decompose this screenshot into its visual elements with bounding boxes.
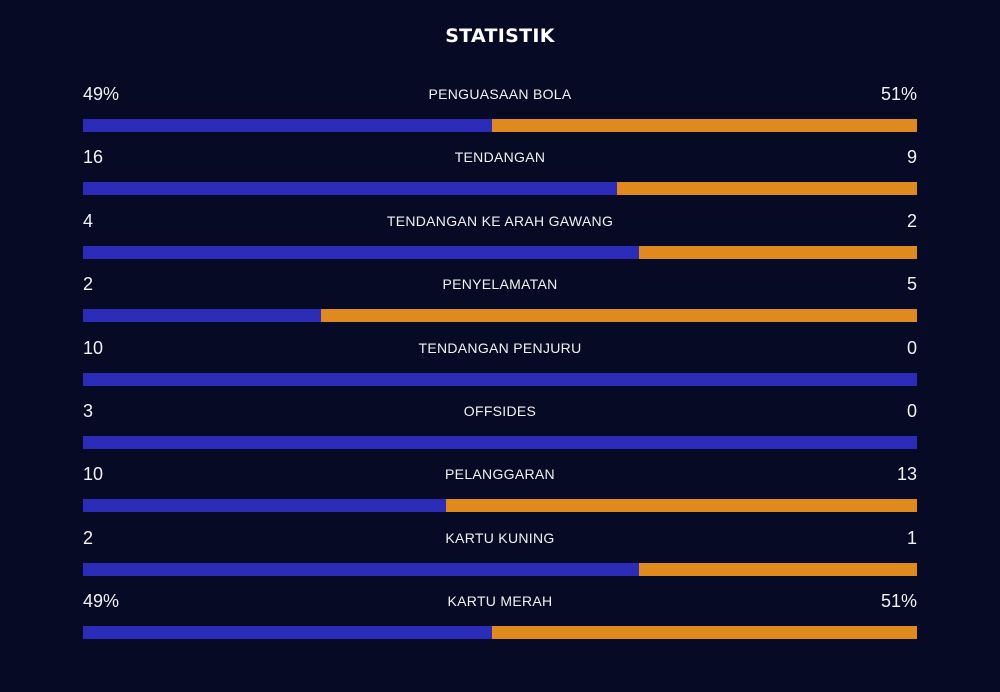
comparison-bar (83, 309, 917, 323)
home-bar (83, 119, 492, 132)
home-value: 10 (83, 337, 104, 358)
stat-label: OFFSIDES (463, 402, 537, 419)
stat-row-kartu-kuning: 2 KARTU KUNING 1 (83, 523, 917, 586)
stat-label: KARTU MERAH (447, 593, 553, 610)
away-value: 2 (906, 210, 917, 231)
away-value: 1 (906, 527, 917, 548)
stat-row-tendangan-ke-arah-gawang: 4 TENDANGAN KE ARAH GAWANG 2 (83, 206, 917, 269)
away-bar (321, 309, 917, 323)
comparison-bar (83, 626, 917, 640)
home-bar (83, 499, 446, 513)
comparison-bar (83, 435, 917, 449)
comparison-bar (83, 562, 917, 576)
away-value: 9 (906, 147, 917, 168)
away-bar (639, 562, 917, 576)
away-value: 5 (906, 274, 917, 295)
home-bar (83, 182, 617, 196)
home-bar (83, 562, 640, 576)
stat-label: PENYELAMATAN (442, 276, 558, 293)
comparison-bar (83, 182, 917, 196)
away-bar (491, 119, 917, 132)
away-bar (491, 626, 917, 640)
home-bar (83, 435, 917, 449)
home-bar (83, 626, 492, 640)
away-bar (616, 182, 917, 196)
stat-label: TENDANGAN (454, 149, 546, 166)
home-value: 4 (83, 210, 94, 231)
home-value: 16 (83, 147, 104, 168)
away-bar (445, 499, 917, 513)
home-value: 2 (83, 274, 94, 295)
home-value: 10 (83, 464, 104, 485)
stat-label: PENGUASAAN BOLA (428, 86, 572, 102)
stat-label: KARTU KUNING (445, 529, 555, 546)
stat-label: TENDANGAN KE ARAH GAWANG (386, 212, 614, 229)
page-title: STATISTIK (445, 25, 555, 47)
stats-list: 49% PENGUASAAN BOLA 51% 16 TENDANGAN 9 4… (83, 79, 917, 650)
away-bar (639, 245, 917, 259)
comparison-bar (83, 499, 917, 513)
stat-row-tendangan-penjuru: 10 TENDANGAN PENJURU 0 (83, 333, 917, 396)
stat-row-kartu-merah: 49% KARTU MERAH 51% (83, 586, 917, 649)
away-value: 51% (880, 84, 917, 104)
away-value: 51% (880, 591, 917, 612)
stat-row-penyelamatan: 2 PENYELAMATAN 5 (83, 269, 917, 332)
home-value: 2 (83, 527, 94, 548)
comparison-bar (83, 119, 917, 132)
away-value: 13 (896, 464, 917, 485)
comparison-bar (83, 245, 917, 259)
away-value: 0 (906, 337, 917, 358)
stat-label: TENDANGAN PENJURU (418, 339, 582, 356)
home-bar (83, 309, 322, 323)
home-value: 49% (83, 591, 120, 612)
stat-row-pelanggaran: 10 PELANGGARAN 13 (83, 459, 917, 522)
home-value: 49% (83, 84, 120, 104)
home-bar (83, 245, 640, 259)
stat-label: PELANGGARAN (445, 466, 555, 483)
stat-row-offsides: 3 OFFSIDES 0 (83, 396, 917, 459)
home-bar (83, 372, 917, 386)
stat-row-penguasaan-bola: 49% PENGUASAAN BOLA 51% (83, 79, 917, 142)
stat-row-tendangan: 16 TENDANGAN 9 (83, 142, 917, 205)
comparison-bar (83, 372, 917, 386)
home-value: 3 (83, 400, 94, 421)
away-value: 0 (906, 400, 917, 421)
